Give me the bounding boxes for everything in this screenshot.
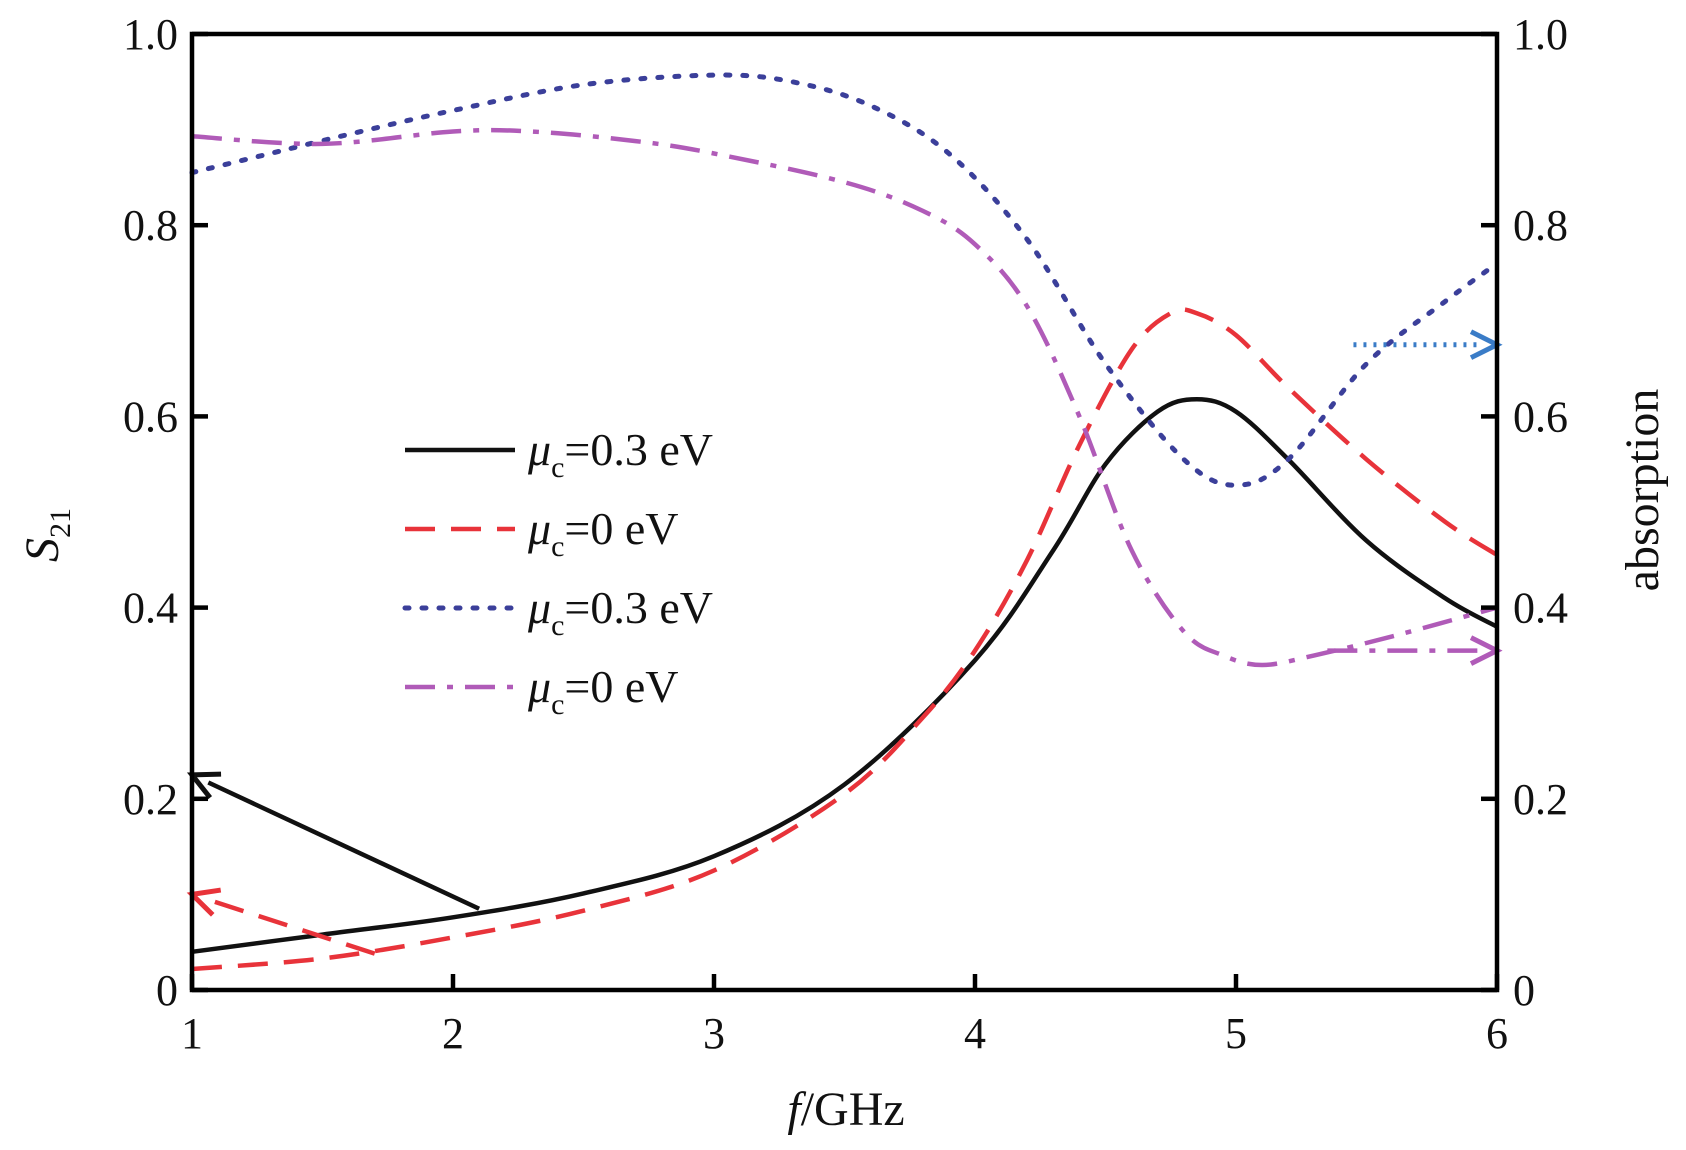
- y2-tick-label: 0: [1513, 966, 1535, 1015]
- x-tick-label: 6: [1486, 1009, 1508, 1058]
- series-line-1: [191, 396, 1499, 955]
- annotation-arrow-1: [186, 771, 481, 911]
- series-line-3: [189, 72, 1500, 488]
- y-tick-label: 0.8: [123, 201, 178, 250]
- y-axis-label: S21: [16, 508, 77, 562]
- svg-text:absorption: absorption: [1616, 389, 1669, 592]
- y-tick-label: 0.2: [123, 775, 178, 824]
- plot-marks: [186, 72, 1503, 972]
- legend-label: μc=0 eV: [527, 661, 679, 721]
- legend-item-1: μc=0.3 eV: [405, 424, 713, 484]
- legend: μc=0.3 eV μc=0 eV μc=0.3 eV μc=0 eV: [402, 424, 713, 721]
- y2-tick-label: 0.4: [1513, 584, 1568, 633]
- y-tick-label: 1.0: [123, 10, 178, 59]
- legend-label: μc=0 eV: [527, 503, 679, 563]
- series-line-2: [191, 307, 1499, 972]
- annotation-arrow-2: [186, 887, 376, 956]
- svg-text:S21: S21: [16, 508, 77, 562]
- y-tick-label: 0: [156, 966, 178, 1015]
- x-tick-label: 2: [442, 1009, 464, 1058]
- x-axis-label: f/GHz: [787, 1083, 904, 1136]
- y-tick-label: 0.4: [123, 584, 178, 633]
- y2-tick-label: 1.0: [1513, 10, 1568, 59]
- legend-item-4: μc=0 eV: [405, 661, 679, 721]
- axes: 1 2 3 4 5 600.20.40.60.81.000.20.40.60.81.0: [123, 10, 1568, 1058]
- x-tick-label: 3: [703, 1009, 725, 1058]
- x-tick-label: 4: [964, 1009, 986, 1058]
- y-tick-label: 0.6: [123, 392, 178, 441]
- legend-item-3: μc=0.3 eV: [402, 582, 713, 642]
- series-line-4: [191, 127, 1498, 668]
- y2-axis-label: absorption: [1616, 389, 1669, 592]
- y2-tick-label: 0.2: [1513, 775, 1568, 824]
- plot-frame: [189, 31, 1500, 993]
- x-tick-label: 1: [181, 1009, 203, 1058]
- legend-item-2: μc=0 eV: [405, 503, 679, 563]
- legend-label: μc=0.3 eV: [527, 424, 713, 484]
- x-tick-label: 5: [1225, 1009, 1247, 1058]
- annotation-arrow-4: [1327, 635, 1503, 666]
- legend-label: μc=0.3 eV: [527, 582, 713, 642]
- y2-tick-label: 0.8: [1513, 201, 1568, 250]
- y2-tick-label: 0.6: [1513, 392, 1568, 441]
